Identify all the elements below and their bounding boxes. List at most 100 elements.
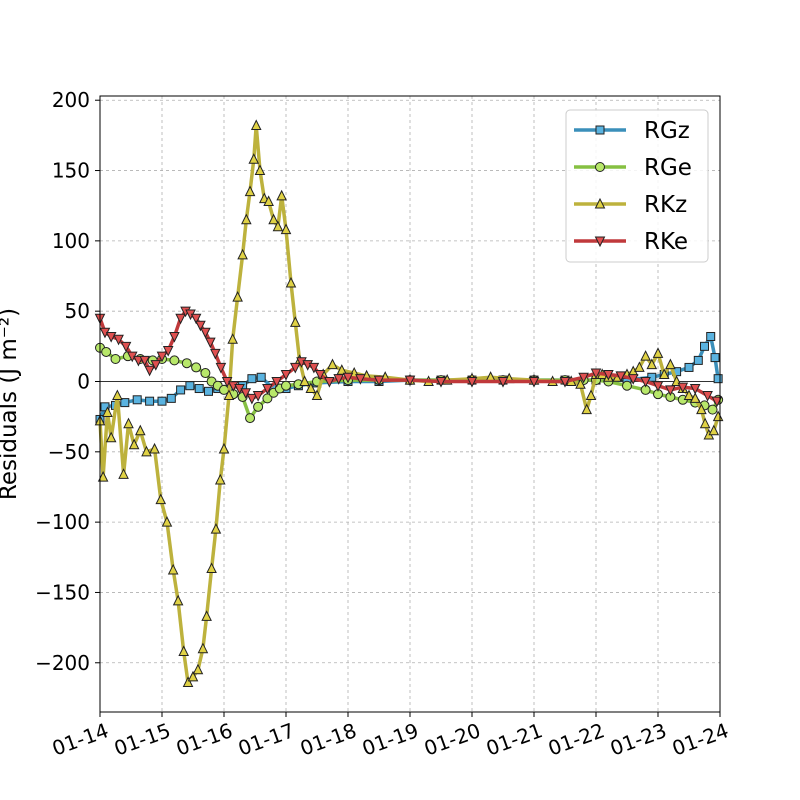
data-point	[246, 393, 258, 405]
x-tick-label: 01-17	[235, 718, 298, 760]
data-point	[578, 372, 589, 384]
data-point	[149, 442, 160, 454]
data-point	[194, 384, 204, 394]
y-tick-label: 0	[77, 369, 90, 393]
data-point	[710, 353, 720, 363]
data-point	[145, 396, 155, 406]
data-point	[101, 346, 112, 357]
data-point	[311, 389, 323, 401]
data-point	[590, 368, 602, 380]
data-point	[201, 610, 212, 621]
data-point	[308, 362, 320, 374]
data-point	[200, 368, 211, 379]
x-tick-label: 01-14	[49, 718, 112, 760]
data-point	[215, 362, 227, 374]
data-point	[324, 376, 335, 388]
x-tick-label: 01-23	[607, 718, 670, 760]
data-point	[118, 468, 129, 479]
series-rke	[94, 306, 723, 408]
legend-item-rkz: RKz	[574, 192, 687, 218]
x-tick-label: 01-18	[297, 718, 360, 760]
data-point	[178, 645, 190, 657]
x-axis: 01-14 01-15 01-16 01-17 01-18 01-19 01-20 01-21…	[49, 712, 732, 761]
data-point	[205, 337, 216, 349]
data-point	[689, 384, 701, 395]
data-point	[575, 378, 586, 389]
x-tick-label: 01-19	[359, 718, 422, 760]
data-point	[218, 442, 230, 454]
data-point	[190, 313, 202, 325]
data-point	[640, 350, 651, 361]
legend-marker	[594, 197, 606, 209]
data-point	[289, 362, 301, 374]
data-point	[684, 362, 694, 372]
data-point	[187, 670, 199, 682]
data-point	[276, 189, 287, 201]
data-point	[223, 389, 235, 401]
data-point	[237, 248, 248, 260]
x-tick-label: 01-20	[421, 718, 484, 760]
data-point	[128, 438, 140, 450]
legend-box	[565, 109, 709, 263]
data-point	[528, 376, 540, 388]
data-point	[280, 369, 292, 381]
legend-item-rge: RGe	[574, 155, 692, 181]
data-point	[693, 355, 703, 365]
y-tick-label: 150	[52, 159, 90, 183]
data-point	[105, 431, 117, 443]
data-point	[166, 393, 176, 403]
data-point	[248, 153, 260, 164]
data-point	[281, 380, 291, 391]
data-point	[665, 358, 676, 370]
data-point	[227, 333, 238, 344]
data-point	[232, 290, 243, 302]
data-point	[105, 331, 117, 343]
data-point	[113, 334, 124, 346]
data-point	[634, 361, 645, 372]
data-point	[585, 389, 597, 401]
data-point	[707, 404, 718, 415]
y-tick-label: −150	[35, 580, 90, 604]
data-point	[285, 276, 297, 288]
data-point	[141, 445, 152, 457]
data-point	[355, 374, 366, 385]
data-point	[252, 391, 264, 402]
data-point	[175, 313, 186, 325]
data-point	[497, 376, 509, 388]
data-point	[435, 376, 447, 388]
data-point	[652, 381, 664, 392]
legend-label: RKe	[644, 229, 688, 255]
legend: RGz RGe RKz RKe	[565, 109, 709, 263]
data-point	[162, 346, 174, 357]
data-point	[289, 316, 301, 327]
legend-marker	[595, 162, 605, 172]
data-point	[253, 401, 264, 412]
data-point	[167, 563, 179, 575]
data-point	[333, 374, 345, 385]
x-tick-label: 01-16	[173, 718, 236, 760]
data-point	[150, 360, 162, 371]
data-point	[155, 493, 167, 505]
y-tick-label: −50	[48, 440, 90, 464]
data-point	[191, 362, 202, 373]
data-point	[280, 223, 292, 235]
y-tick-label: 200	[52, 88, 90, 112]
data-point	[342, 372, 354, 384]
data-point	[711, 396, 723, 408]
data-point	[689, 392, 701, 403]
data-point	[373, 375, 385, 387]
data-point	[713, 374, 723, 384]
data-point	[169, 355, 180, 366]
data-point	[200, 327, 211, 339]
data-point	[169, 331, 180, 343]
data-point	[240, 388, 252, 399]
data-point	[133, 355, 144, 367]
data-point	[244, 185, 256, 197]
data-point	[646, 358, 658, 370]
data-point	[603, 369, 614, 381]
x-tick-label: 01-15	[111, 718, 174, 760]
data-point	[134, 424, 146, 436]
data-point	[700, 341, 709, 351]
